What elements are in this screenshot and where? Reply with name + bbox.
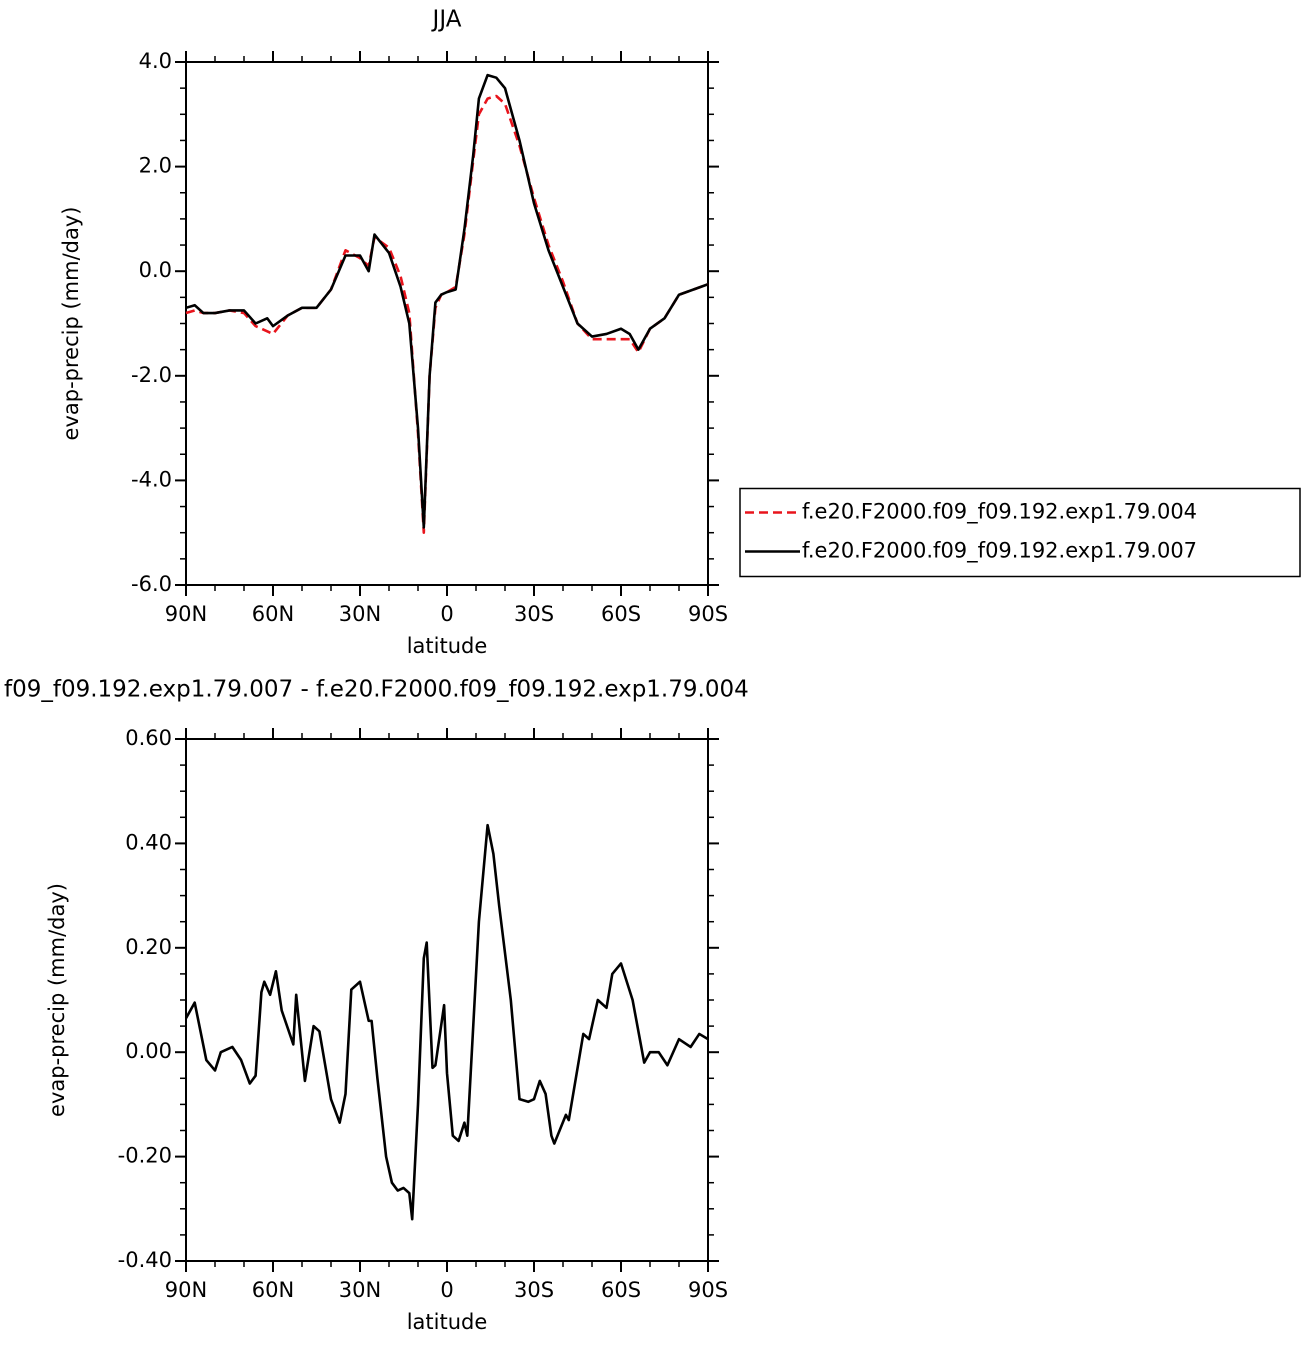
y-tick-label: 2.0: [139, 154, 172, 178]
x-axis-label: latitude: [407, 634, 488, 658]
chart-title: f09_f09.192.exp1.79.007 - f.e20.F2000.f0…: [4, 677, 749, 703]
x-tick-label: 30S: [514, 602, 554, 626]
x-tick-label: 60N: [252, 1278, 294, 1302]
y-tick-label: -0.40: [118, 1248, 172, 1272]
x-tick-label: 0: [440, 602, 453, 626]
y-tick-label: 4.0: [139, 49, 172, 73]
x-tick-label: 90N: [165, 602, 207, 626]
y-tick-label: -4.0: [131, 467, 172, 491]
y-tick-label: 0.00: [125, 1039, 172, 1063]
legend-label: f.e20.F2000.f09_f09.192.exp1.79.007: [802, 539, 1197, 564]
y-tick-label: -6.0: [131, 572, 172, 596]
x-tick-label: 60N: [252, 602, 294, 626]
y-tick-label: -0.20: [118, 1144, 172, 1168]
legend-label: f.e20.F2000.f09_f09.192.exp1.79.004: [802, 500, 1197, 525]
x-tick-label: 60S: [601, 602, 641, 626]
plot-frame: [185, 738, 709, 1262]
y-tick-label: 0.0: [139, 258, 172, 282]
y-tick-label: 0.20: [125, 935, 172, 959]
x-tick-label: 30N: [339, 602, 381, 626]
y-tick-label: -2.0: [131, 363, 172, 387]
y-tick-label: 0.40: [125, 830, 172, 854]
x-tick-label: 90S: [688, 602, 728, 626]
y-axis-label: evap-precip (mm/day): [45, 883, 69, 1117]
y-tick-label: 0.60: [125, 726, 172, 750]
y-axis-label: evap-precip (mm/day): [59, 207, 83, 441]
x-tick-label: 30S: [514, 1278, 554, 1302]
x-tick-label: 60S: [601, 1278, 641, 1302]
x-tick-label: 90S: [688, 1278, 728, 1302]
legend-box: [739, 487, 1301, 578]
x-tick-label: 90N: [165, 1278, 207, 1302]
x-tick-label: 0: [440, 1278, 453, 1302]
series-line: [185, 94, 709, 534]
chart-title: JJA: [431, 7, 462, 33]
series-line: [184, 823, 709, 1221]
plot-frame: [185, 61, 709, 586]
x-tick-label: 30N: [339, 1278, 381, 1302]
x-axis-label: latitude: [407, 1310, 488, 1334]
series-line: [185, 73, 709, 529]
